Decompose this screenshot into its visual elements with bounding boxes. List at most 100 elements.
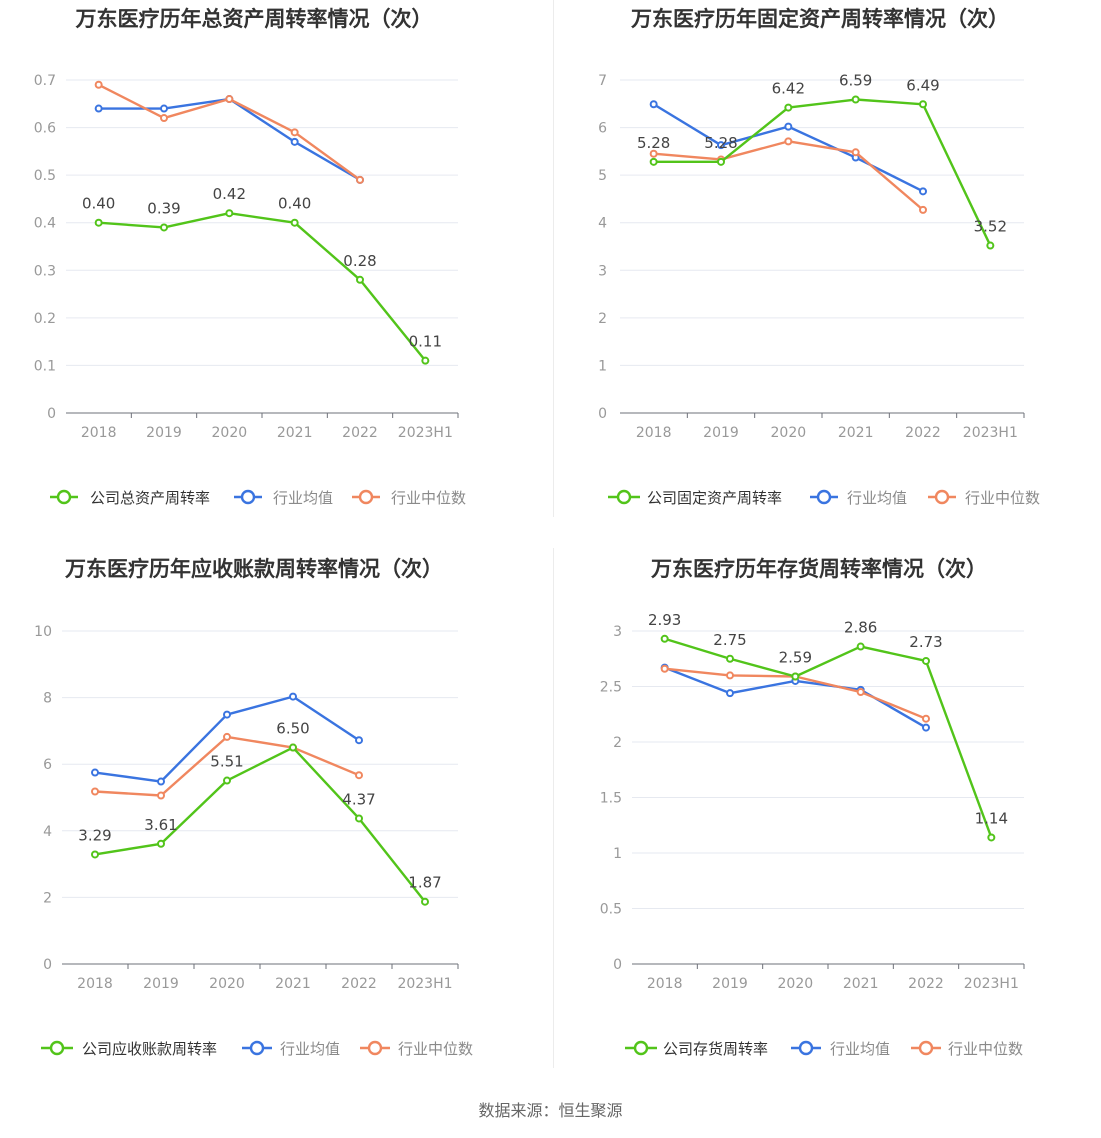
x-tick-label: 2019 [143,976,179,992]
x-tick-label: 2019 [703,425,739,441]
data-label: 4.37 [342,790,375,808]
legend-item: 公司固定资产周转率 [608,489,782,507]
chart-title: 万东医疗历年总资产周转率情况（次） [75,7,433,31]
legend-industry-median-marker [934,489,950,505]
data-label: 0.11 [409,333,442,351]
x-tick-label: 2023H1 [963,425,1018,441]
x-tick-label: 2020 [212,425,248,441]
x-tick-label: 2022 [905,425,941,441]
y-tick-label: 0.5 [34,168,56,184]
legend-item: 行业均值 [810,489,907,507]
industry-avg-point [919,187,927,196]
y-tick-label: 1 [598,358,607,374]
y-tick-label: 0 [43,957,52,973]
vertical-divider [553,548,554,1068]
y-tick-label: 0.6 [34,121,56,137]
company-data-point [986,241,995,250]
data-label: 2.93 [648,611,681,629]
legend-item: 行业中位数 [352,489,466,507]
industry-avg-point [784,122,793,131]
legend-industry-avg-marker [249,1040,265,1056]
data-label: 6.49 [906,76,939,94]
y-tick-label: 0.5 [600,902,622,918]
industry-median-point [225,95,234,104]
data-label: 0.42 [213,185,246,203]
legend-label: 公司固定资产周转率 [647,489,782,507]
y-tick-label: 4 [43,824,52,840]
x-tick-label: 2018 [77,976,113,992]
company-data-point [791,672,800,681]
legend-label: 行业均值 [273,489,333,507]
vertical-divider [553,0,554,517]
data-label: 2.75 [713,631,746,649]
industry-avg-point [717,141,725,150]
legend-label: 公司总资产周转率 [90,489,210,507]
industry-avg-point [91,768,99,777]
data-label: 5.28 [704,134,737,152]
y-tick-label: 2 [43,890,52,906]
company-series-line [664,637,993,838]
industry-median-point [223,732,231,741]
y-tick-label: 1.5 [600,791,622,807]
industry-median-point [660,664,669,673]
legend-industry-median-marker [918,1040,934,1056]
company-data-point [726,654,734,663]
company-data-point [856,642,865,651]
company-data-point [290,218,299,227]
data-label: 5.51 [210,753,243,771]
company-data-point [660,634,669,643]
industry-median-point [726,671,734,680]
company-data-point [919,100,927,109]
x-tick-label: 2018 [636,425,672,441]
data-label: 6.50 [276,720,309,738]
y-tick-label: 0 [47,406,56,422]
legend-item: 行业均值 [242,1040,340,1058]
industry-median-point [160,114,168,123]
x-tick-label: 2021 [838,425,874,441]
x-tick-label: 2022 [342,425,378,441]
legend-label: 行业均值 [830,1040,890,1058]
legend-industry-avg-marker [240,489,256,505]
data-label: 0.40 [82,195,115,213]
y-tick-label: 2 [613,735,622,751]
x-tick-label: 2019 [712,976,748,992]
legend-label: 公司存货周转率 [663,1040,768,1058]
industry-median-point [356,175,364,184]
company-data-point [356,275,364,284]
data-label: 0.28 [343,252,376,270]
legend-industry-avg-marker [798,1040,814,1056]
x-tick-label: 2023H1 [397,976,452,992]
chart-inventory-turnover: 万东医疗历年存货周转率情况（次） 0 0.5 1 1.5 2 2.5 3 2018 2019 202… [600,557,1025,1058]
industry-median-point [919,205,927,214]
x-tick-label: 2022 [908,976,944,992]
y-tick-label: 7 [598,73,607,89]
company-data-point [987,833,996,842]
company-data-point [421,897,429,906]
legend-item: 行业中位数 [928,489,1040,507]
chart-receivables-turnover: 万东医疗历年应收账款周转率情况（次） 0 2 4 6 8 10 2018 2019 2020 202… [34,557,473,1058]
legend-item: 公司总资产周转率 [50,489,210,507]
company-data-point [223,776,231,785]
legend-industry-median-marker [358,489,374,505]
industry-avg-point [157,777,165,786]
legend-company-marker [633,1040,649,1056]
x-tick-label: 2018 [647,976,683,992]
legend-label: 行业中位数 [948,1040,1023,1058]
y-tick-label: 3 [598,263,607,279]
data-label: 3.52 [974,218,1007,236]
x-tick-label: 2021 [275,976,311,992]
y-tick-label: 0.1 [34,358,56,374]
company-data-point [157,839,165,848]
data-label: 3.61 [144,816,177,834]
data-label: 2.73 [909,633,942,651]
industry-median-point [290,128,299,137]
data-label: 5.28 [637,134,670,152]
company-series-line [653,98,992,247]
legend-item: 行业均值 [791,1040,890,1058]
x-tick-label: 2023H1 [398,425,453,441]
x-tick-label: 2023H1 [964,976,1019,992]
company-data-point [91,850,99,859]
y-tick-label: 10 [34,624,52,640]
industry-avg-point [289,692,297,701]
industry-median-point [851,148,860,157]
